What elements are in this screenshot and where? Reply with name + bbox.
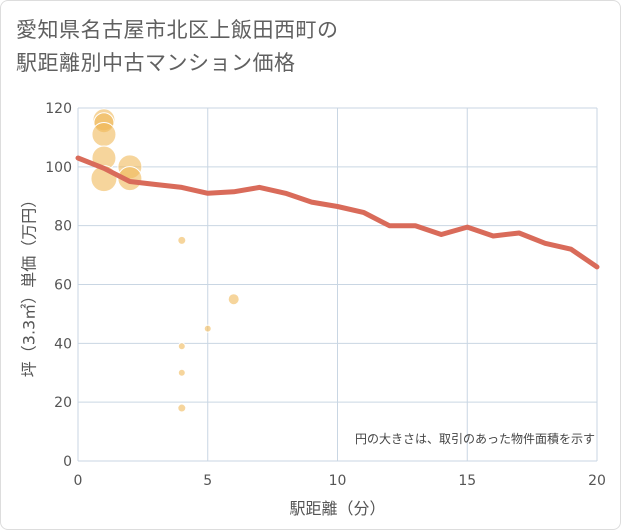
y-tick-label: 80 — [54, 219, 72, 235]
bubble-point — [203, 324, 212, 333]
y-tick-label: 0 — [63, 454, 72, 470]
x-tick-label: 20 — [588, 473, 606, 489]
x-tick-label: 0 — [74, 473, 83, 489]
bubble-point — [177, 342, 186, 351]
y-tick-labels: 0 20 40 60 80 100 120 — [45, 101, 72, 470]
bubble-point — [91, 121, 117, 147]
x-tick-label: 5 — [203, 473, 212, 489]
chart-title-line1: 愛知県名古屋市北区上飯田西町の — [16, 18, 339, 42]
size-note: 円の大きさは、取引のあった物件面積を示す — [355, 431, 595, 446]
y-tick-label: 60 — [54, 278, 72, 294]
bubble-point — [227, 293, 240, 306]
trend-layer — [75, 155, 600, 270]
y-tick-label: 120 — [45, 101, 72, 117]
x-tick-label: 15 — [458, 473, 476, 489]
y-tick-label: 100 — [45, 160, 72, 176]
x-tick-labels: 0 5 10 15 20 — [74, 473, 606, 489]
bubble-point — [177, 403, 187, 413]
trend-line — [75, 155, 600, 270]
x-axis-label: 駅距離（分） — [289, 499, 385, 518]
grid-lines — [77, 107, 598, 462]
x-tick-label: 10 — [329, 473, 347, 489]
y-tick-label: 20 — [54, 395, 72, 411]
y-axis-label: 坪（3.3㎡）単価（万円） — [20, 192, 39, 377]
bubble-point — [177, 235, 187, 245]
chart-title: 愛知県名古屋市北区上飯田西町の 駅距離別中古マンション価格 — [16, 14, 339, 80]
chart-title-line2: 駅距離別中古マンション価格 — [16, 51, 296, 75]
bubble-point — [177, 368, 186, 377]
y-tick-label: 40 — [54, 336, 72, 352]
